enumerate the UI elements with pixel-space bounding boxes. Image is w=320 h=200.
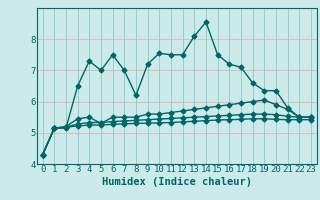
X-axis label: Humidex (Indice chaleur): Humidex (Indice chaleur): [102, 177, 252, 187]
